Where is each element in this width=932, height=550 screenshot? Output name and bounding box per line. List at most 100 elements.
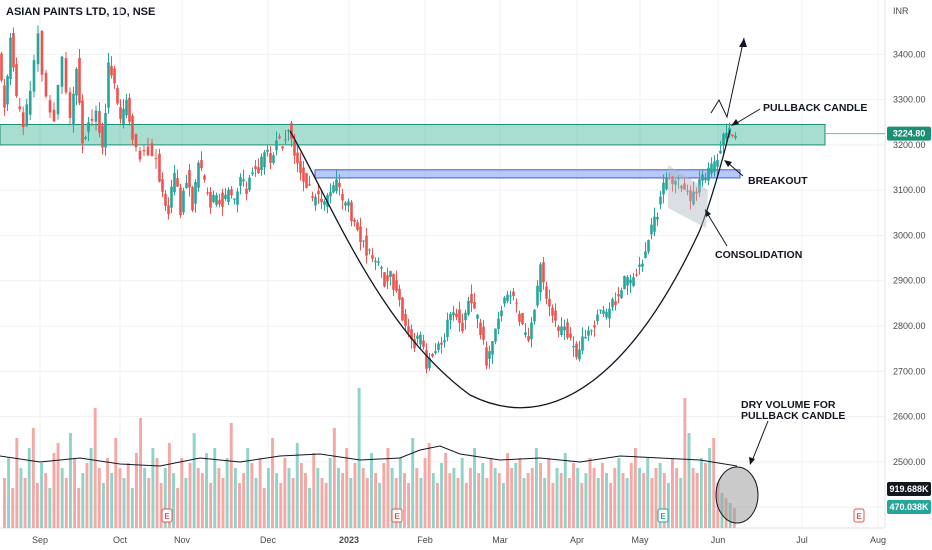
volume-bar <box>683 398 687 528</box>
overlay-layer: PULLBACK CANDLE BREAKOUT CONSOLIDATION DRY … <box>161 37 867 524</box>
volume-bar <box>543 478 547 528</box>
volume-bar <box>283 458 287 528</box>
volume-bar <box>617 458 621 528</box>
pullback-arrowhead <box>731 119 739 126</box>
volume-bar <box>357 388 361 528</box>
volume-bar <box>143 468 147 528</box>
volume-bar <box>27 448 31 528</box>
volume-bar <box>464 483 468 528</box>
volume-bar <box>423 458 427 528</box>
dry-volume-highlight <box>715 466 759 524</box>
volume-bar <box>460 458 464 528</box>
volume-bar <box>213 448 217 528</box>
candle-body <box>317 190 320 195</box>
candle-body <box>278 136 281 139</box>
volume-bar <box>605 473 608 528</box>
candle-body <box>131 115 134 140</box>
earnings-marker: E <box>853 508 865 523</box>
candle-body <box>443 340 446 343</box>
annotation-label: DRY VOLUME FOR <box>741 399 836 411</box>
candle-body <box>446 319 449 338</box>
consolidation-wedge <box>668 165 708 228</box>
volume-bar <box>435 483 439 528</box>
candle-body <box>686 190 689 192</box>
candle-body <box>479 322 482 336</box>
candle-body <box>584 336 587 339</box>
cup-pattern-curve <box>289 129 731 409</box>
candle-body <box>359 226 362 243</box>
candle-body <box>473 302 476 309</box>
candle-body <box>272 155 275 163</box>
candle-body <box>347 201 350 206</box>
earnings-marker-box <box>391 508 403 523</box>
volume-bar <box>35 483 39 528</box>
candle-body <box>239 177 242 186</box>
candle-body <box>539 264 542 293</box>
candle-body <box>644 251 647 258</box>
candle-body <box>81 100 84 144</box>
candle-body <box>638 264 641 267</box>
volume-bar <box>551 483 555 528</box>
candle-body <box>674 180 677 185</box>
earnings-marker-box <box>657 508 669 523</box>
candle-body <box>602 310 605 314</box>
x-tick-label: Apr <box>570 535 584 545</box>
volume-bar <box>205 453 208 528</box>
candle-body <box>332 185 335 193</box>
candle-body <box>251 172 254 175</box>
volume-bar <box>621 473 625 528</box>
candle-body <box>599 309 602 311</box>
candle-body <box>368 249 371 251</box>
volume-bar <box>679 478 683 528</box>
axis-layer: Sep Oct Nov Dec 2023 Feb Mar Apr May Jun Jul Aug 340… <box>32 6 931 545</box>
candle-body <box>725 132 728 139</box>
volume-bar <box>81 473 85 528</box>
projection-line <box>710 37 745 119</box>
candle-body <box>362 240 365 242</box>
candle-body <box>662 182 665 195</box>
candle-body <box>182 190 185 213</box>
candle-body <box>305 173 308 188</box>
candle-body <box>179 187 182 216</box>
x-tick-label: Mar <box>492 535 508 545</box>
candle-body <box>150 143 154 157</box>
volume-bar <box>555 468 559 528</box>
volume-bar <box>386 448 390 528</box>
volume-bar <box>155 458 159 528</box>
candle-body <box>518 313 521 322</box>
candle-body <box>98 111 101 133</box>
candle-body <box>704 177 707 181</box>
earnings-marker-label: E <box>856 512 862 521</box>
volume-bar <box>332 428 336 528</box>
volume-bar <box>52 453 56 528</box>
candle-body <box>734 135 737 138</box>
candle-body <box>536 285 539 306</box>
candle-body <box>671 176 674 185</box>
volume-bar <box>106 458 110 528</box>
volume-bar <box>539 463 542 528</box>
dry-volume-arrowhead <box>749 457 755 465</box>
candle-body <box>572 346 575 348</box>
candle-body <box>569 333 572 338</box>
candle-body <box>119 107 122 119</box>
candle-body <box>314 196 317 206</box>
volume-bar <box>704 463 707 528</box>
volume-bar <box>625 478 629 528</box>
volume-bar <box>163 468 167 528</box>
volume-bar <box>419 478 423 528</box>
candle-body <box>632 277 635 286</box>
candle-body <box>224 194 227 200</box>
volume-bar <box>279 483 283 528</box>
volume-bar <box>584 473 588 528</box>
candle-body <box>386 275 389 282</box>
candle-body <box>485 347 488 366</box>
volume-bar <box>427 443 431 528</box>
volume-bar <box>712 438 716 528</box>
candle-body <box>488 351 491 359</box>
candle-body <box>161 179 164 192</box>
candle-body <box>18 106 22 110</box>
annotation-label: PULLBACK CANDLE <box>763 102 867 114</box>
consolidation-arrow <box>706 212 728 247</box>
volume-bar <box>691 468 695 528</box>
